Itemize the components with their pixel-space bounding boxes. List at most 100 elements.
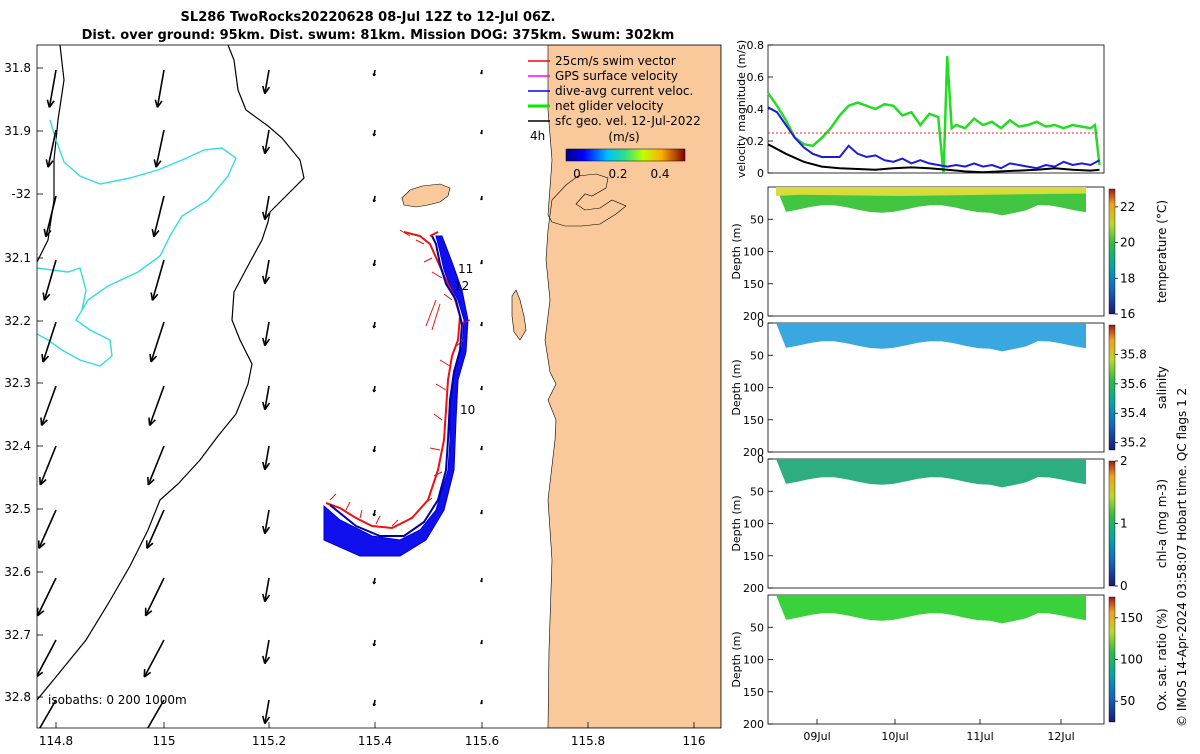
map-ytick-label: 31.8 [4, 61, 31, 75]
map-ytick-label: 32.1 [4, 251, 31, 265]
section-xtick-label: 10Jul [881, 730, 908, 743]
depth-tick-label: 100 [743, 654, 764, 667]
map-ytick-label: 32.6 [4, 565, 31, 579]
colorbar-tick-label: 16 [1120, 307, 1135, 321]
depth-ylabel: Depth (m) [730, 631, 743, 687]
surface-vector-head [35, 728, 36, 736]
map-ytick-label: -32 [11, 187, 31, 201]
map-ytick-label: 31.9 [4, 124, 31, 138]
depth-tick-label: 150 [743, 278, 764, 291]
surface-vector-head [481, 133, 482, 134]
surface-vector-head [481, 513, 482, 514]
colorbar-tick-label: 1 [1120, 517, 1128, 531]
section-xtick-label: 12Jul [1047, 730, 1074, 743]
map-xtick-label: 116 [683, 734, 706, 748]
track-label-12: 12 [454, 279, 469, 293]
colorbar-tick-label: 2 [1120, 454, 1128, 468]
legend-label: 25cm/s swim vector [555, 54, 676, 68]
section-xtick-label: 09Jul [803, 730, 830, 743]
legend-label: net glider velocity [555, 99, 663, 113]
section-axes [768, 595, 1104, 724]
depth-tick-label: 100 [743, 518, 764, 531]
depth-tick-label: 50 [750, 349, 764, 362]
map-ytick-label: 32.3 [4, 376, 31, 390]
surface-vector-head [481, 449, 482, 450]
legend-time-label: 4h [530, 129, 545, 143]
track-label-11: 11 [458, 262, 473, 276]
surface-vector-head [143, 728, 144, 736]
colorbar-tick-label: 35.6 [1120, 377, 1147, 391]
surface-vector-head [143, 732, 150, 737]
depth-tick-label: 100 [743, 246, 764, 259]
depth-tick-label: 200 [743, 582, 764, 595]
depth-tick-label: 200 [743, 718, 764, 731]
depth-tick-label: 0 [757, 453, 764, 466]
legend-label: dive-avg current veloc. [555, 84, 693, 98]
surface-vector-head [374, 390, 375, 392]
depth-tick-label: 150 [743, 550, 764, 563]
legend-label: GPS surface velocity [555, 69, 678, 83]
surface-vector-head [149, 417, 150, 425]
colorbar-label: Ox. sat. ratio (%) [1155, 608, 1169, 710]
depth-tick-label: 50 [750, 485, 764, 498]
track-label-10: 10 [460, 403, 475, 417]
depth-tick-label: 50 [750, 213, 764, 226]
section-axes [768, 459, 1104, 588]
isobath-label: isobaths: 0 200 1000m [48, 693, 187, 707]
map-xtick-label: 115.6 [465, 734, 499, 748]
section-colorbar [1109, 189, 1115, 314]
title-line1: SL286 TwoRocks20220628 08-Jul 12Z to 12-… [181, 10, 556, 25]
colorbar-tick-label: 35.8 [1120, 347, 1147, 361]
colorbar-tick-0: 0 [573, 167, 581, 181]
copyright-note: © IMOS 14-Apr-2024 03:58:07 Hobart time.… [1175, 388, 1189, 727]
velocity-ytick-label: 0.6 [747, 71, 765, 84]
surface-vector-head [481, 199, 482, 200]
land-mainland [545, 45, 721, 728]
colorbar-tick-label: 35.2 [1120, 436, 1147, 450]
surface-vector-head [41, 417, 42, 425]
velocity-ytick-label: 0.8 [747, 39, 765, 52]
map-ytick-label: 32.5 [4, 502, 31, 516]
surface-vector-head [374, 326, 375, 328]
colorbar-label: temperature (°C) [1155, 200, 1169, 303]
velocity-ytick-label: 0.2 [747, 135, 765, 148]
depth-ylabel: Depth (m) [730, 223, 743, 279]
map-ytick-label: 32.4 [4, 439, 31, 453]
surface-vector-head [481, 581, 482, 582]
colorbar-tick-label: 0 [1120, 579, 1128, 593]
surface-vector-head [374, 74, 375, 76]
surface-vector-head [374, 134, 375, 136]
speed-colorbar [566, 149, 685, 161]
surface-vector-head [374, 264, 375, 266]
colorbar-tick-label: 20 [1120, 236, 1135, 250]
velocity-ylabel: velocity magnitude (m/s) [735, 40, 748, 178]
depth-ylabel: Depth (m) [730, 359, 743, 415]
colorbar-label: salinity [1155, 366, 1169, 409]
map-ytick-label: 32.8 [4, 690, 31, 704]
colorbar-tick-1: 0.2 [608, 167, 627, 181]
surface-vector-head [374, 450, 375, 452]
surface-vector-head [374, 704, 375, 706]
velocity-ytick-label: 0.4 [747, 103, 765, 116]
colorbar-tick-label: 22 [1120, 200, 1135, 214]
section-colorbar [1109, 325, 1115, 450]
colorbar-tick-label: 50 [1120, 694, 1135, 708]
surface-vector-head [481, 73, 482, 74]
surface-vector-head [374, 644, 375, 646]
depth-ylabel: Depth (m) [730, 495, 743, 551]
colorbar-tick-label: 35.4 [1120, 406, 1147, 420]
map-ytick-label: 32.2 [4, 314, 31, 328]
colorbar-tick-label: 18 [1120, 271, 1135, 285]
depth-tick-label: 50 [750, 621, 764, 634]
section-axes [768, 187, 1104, 316]
surface-vector-head [374, 514, 375, 516]
surface-vector-head [481, 703, 482, 704]
velocity-axes [768, 45, 1104, 173]
velocity-ytick-label: 0 [757, 167, 764, 180]
surface-vector-head [374, 582, 375, 584]
